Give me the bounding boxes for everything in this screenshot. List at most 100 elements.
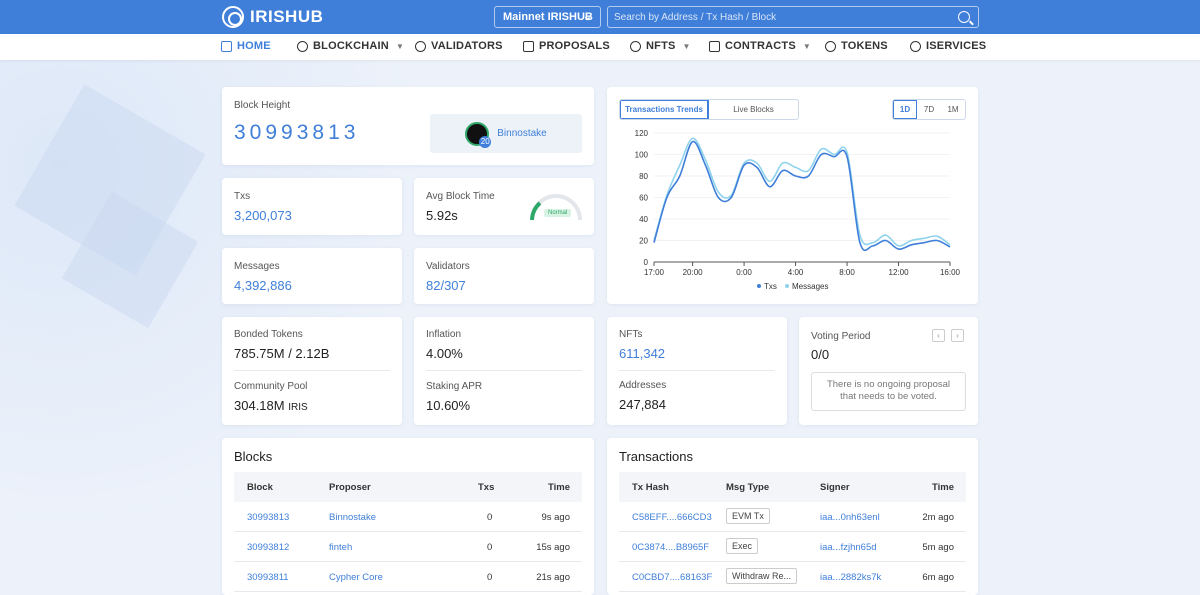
- addresses-label: Addresses: [619, 380, 667, 391]
- range-1d[interactable]: 1D: [893, 100, 917, 119]
- tx-hash-link[interactable]: C58EFF....666CD3: [632, 512, 712, 523]
- nav-contracts[interactable]: CONTRACTS ▼: [709, 40, 811, 52]
- range-7d[interactable]: 7D: [923, 105, 935, 114]
- time-ago: 21s ago: [536, 572, 570, 583]
- network-select[interactable]: Mainnet IRISHUB ⌄: [494, 6, 601, 28]
- nav-home[interactable]: HOME: [221, 40, 271, 52]
- legend-label-txs: Txs: [764, 282, 777, 291]
- proposer-name[interactable]: Binnostake: [497, 128, 547, 139]
- no-proposal-line-2: that needs to be voted.: [840, 391, 937, 402]
- chevron-left-icon[interactable]: ‹: [932, 329, 945, 342]
- txs-card: Txs 3,200,073: [222, 178, 402, 235]
- cube-icon: [297, 40, 308, 52]
- tx-hash-link[interactable]: C0CBD7....68163F: [632, 572, 713, 583]
- tab-transactions-trends[interactable]: Transactions Trends: [620, 100, 709, 119]
- time-ago: 6m ago: [922, 572, 954, 583]
- nav-blockchain[interactable]: BLOCKCHAIN ▼: [297, 40, 404, 52]
- block-link[interactable]: 30993812: [247, 542, 290, 553]
- background: [0, 60, 1200, 595]
- home-icon: [221, 40, 232, 52]
- signer-link[interactable]: iaa...fzjhn65d: [820, 542, 877, 553]
- bonded-tokens-card: Bonded Tokens 785.75M / 2.12B Community …: [222, 317, 402, 425]
- block-link[interactable]: 30993813: [247, 512, 290, 523]
- tab-live-blocks[interactable]: Live Blocks: [733, 105, 774, 114]
- col-tx-hash: Tx Hash: [632, 482, 669, 493]
- transactions-table-card: Transactions Tx Hash Msg Type Signer Tim…: [607, 438, 978, 595]
- y-tick-label: 40: [639, 215, 648, 224]
- table-row: 30993812 finteh 0 15s ago: [234, 532, 582, 562]
- proposer-link[interactable]: finteh: [329, 542, 353, 553]
- transactions-title: Transactions: [619, 449, 693, 464]
- search-icon[interactable]: [958, 11, 970, 23]
- signer-link[interactable]: iaa...0nh63enl: [820, 512, 880, 523]
- proposer-link[interactable]: Binnostake: [329, 512, 377, 523]
- search-box: [607, 6, 979, 28]
- validators-value[interactable]: 82/307: [426, 278, 466, 293]
- logo[interactable]: IRISHUB: [222, 6, 323, 28]
- block-height-card: Block Height 30993813 20 Binnostake: [222, 87, 594, 165]
- transactions-table-header: Tx Hash Msg Type Signer Time: [619, 472, 966, 502]
- chevron-right-icon[interactable]: ›: [951, 329, 964, 342]
- staking-apr-label: Staking APR: [426, 381, 483, 392]
- contract-icon: [709, 40, 720, 52]
- nav-tokens[interactable]: TOKENS: [825, 40, 888, 52]
- y-tick-label: 80: [639, 172, 648, 181]
- nav-label: TOKENS: [841, 40, 888, 52]
- community-pool-amount: 304.18M: [234, 398, 285, 413]
- txs-count: 0: [487, 572, 493, 583]
- tx-hash-link[interactable]: 0C3874....B8965F: [632, 542, 710, 553]
- txs-label: Txs: [234, 191, 251, 202]
- addresses-value: 247,884: [619, 397, 666, 412]
- voting-period-label: Voting Period: [811, 331, 871, 342]
- nav-label: VALIDATORS: [431, 40, 503, 52]
- nav-label: HOME: [237, 40, 271, 52]
- y-tick-label: 120: [635, 129, 649, 138]
- txs-count: 0: [487, 512, 493, 523]
- messages-card: Messages 4,392,886: [222, 248, 402, 304]
- block-height-value[interactable]: 30993813: [234, 121, 360, 144]
- txs-count: 0: [487, 542, 493, 553]
- table-row: C0CBD7....68163F Withdraw Re... iaa...28…: [619, 562, 966, 592]
- divider: [426, 370, 582, 371]
- proposer-link[interactable]: Cypher Core: [329, 572, 383, 583]
- messages-value[interactable]: 4,392,886: [234, 278, 292, 293]
- inflation-card: Inflation 4.00% Staking APR 10.60%: [414, 317, 594, 425]
- blocks-table-card: Blocks Block Proposer Txs Time 30993813 …: [222, 438, 594, 595]
- x-tick-label: 12:00: [889, 268, 910, 277]
- time-ago: 9s ago: [541, 512, 570, 523]
- nav-label: CONTRACTS: [725, 40, 796, 52]
- nav-validators[interactable]: VALIDATORS: [415, 40, 503, 52]
- x-tick-label: 20:00: [683, 268, 704, 277]
- community-pool-unit: IRIS: [288, 402, 308, 413]
- main-nav: HOME BLOCKCHAIN ▼ VALIDATORS PROPOSALS N…: [0, 34, 1200, 60]
- nav-proposals[interactable]: PROPOSALS: [523, 40, 610, 52]
- latest-proposer[interactable]: 20 Binnostake: [430, 114, 582, 153]
- chevron-down-icon: ▼: [682, 41, 691, 51]
- msg-type-tag: EVM Tx: [726, 508, 770, 524]
- nav-label: NFTS: [646, 40, 676, 52]
- col-txs: Txs: [478, 482, 495, 493]
- table-row: 0C3874....B8965F Exec iaa...fzjhn65d 5m …: [619, 532, 966, 562]
- col-block: Block: [247, 482, 273, 493]
- txs-value[interactable]: 3,200,073: [234, 208, 292, 223]
- nav-nfts[interactable]: NFTS ▼: [630, 40, 691, 52]
- search-input[interactable]: [608, 7, 978, 28]
- nav-iservices[interactable]: ISERVICES: [910, 40, 986, 52]
- block-link[interactable]: 30993811: [247, 572, 289, 583]
- signer-link[interactable]: iaa...2882ks7k: [820, 572, 882, 583]
- nav-label: PROPOSALS: [539, 40, 610, 52]
- transactions-line-chart: 0 20 40 60 80 100 120 17:00 20:00 0:00 4:00 8:00 12:…: [635, 129, 961, 291]
- inflation-value: 4.00%: [426, 346, 463, 361]
- msg-type-tag: Exec: [726, 538, 759, 554]
- legend-marker-txs: [757, 284, 761, 288]
- nfts-value[interactable]: 611,342: [619, 346, 666, 361]
- col-signer: Signer: [820, 482, 850, 493]
- time-ago: 15s ago: [536, 542, 570, 553]
- inflation-label: Inflation: [426, 329, 462, 340]
- y-tick-label: 60: [639, 194, 648, 203]
- bonded-tokens-value: 785.75M / 2.12B: [234, 346, 330, 361]
- msg-type-tag: Withdraw Re...: [726, 568, 798, 584]
- col-proposer: Proposer: [329, 482, 371, 493]
- range-1m[interactable]: 1M: [947, 105, 959, 114]
- time-ago: 2m ago: [922, 512, 954, 523]
